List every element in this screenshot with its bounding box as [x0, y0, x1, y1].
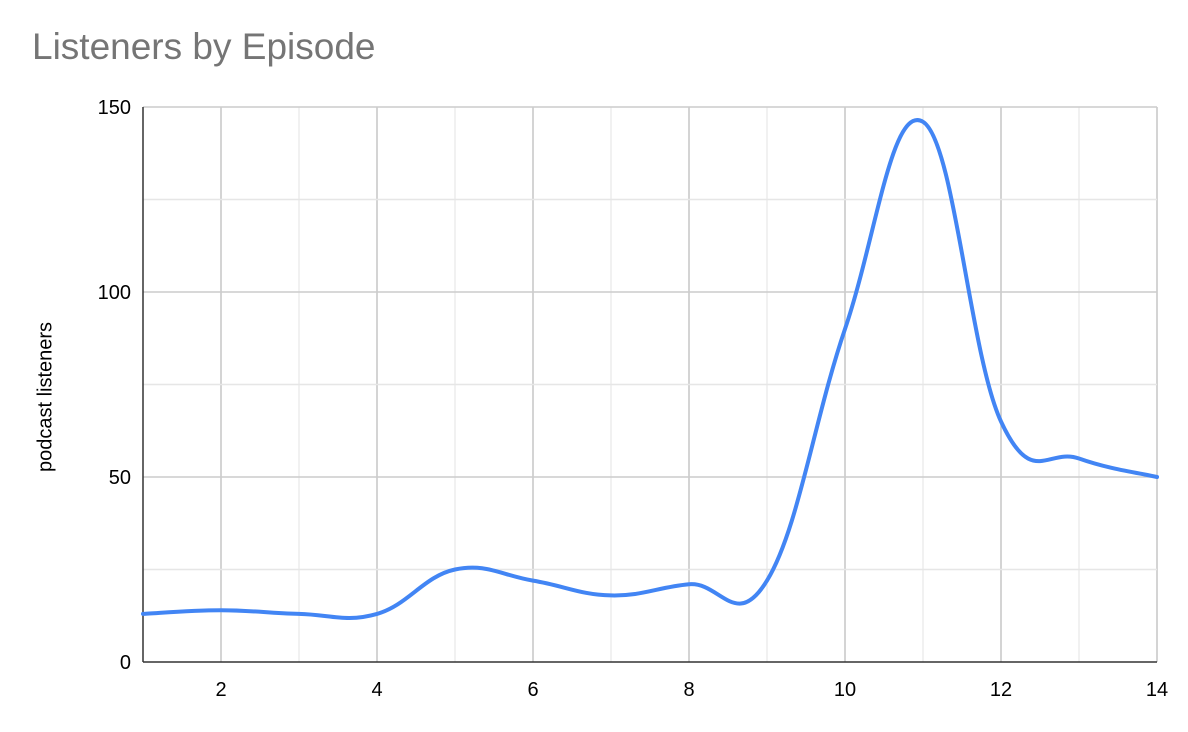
- y-tick-label: 0: [120, 652, 131, 674]
- y-tick-label: 150: [98, 97, 131, 119]
- axes: [142, 107, 1157, 663]
- chart-title: Listeners by Episode: [32, 26, 376, 67]
- series-line: [141, 118, 1159, 620]
- series-layer: [141, 118, 1159, 620]
- x-tick-label: 10: [834, 679, 856, 701]
- y-tick-label: 50: [109, 467, 131, 489]
- y-tick-label: 100: [98, 282, 131, 304]
- tick-labels: 0 50 100 150 2 4 6 8 10 12 14: [98, 97, 1169, 701]
- x-tick-label: 8: [683, 679, 694, 701]
- gridlines: [143, 106, 1158, 662]
- x-tick-label: 12: [990, 679, 1012, 701]
- x-tick-label: 2: [215, 679, 226, 701]
- x-tick-label: 4: [371, 679, 382, 701]
- x-tick-label: 14: [1146, 679, 1168, 701]
- x-tick-label: 6: [527, 679, 538, 701]
